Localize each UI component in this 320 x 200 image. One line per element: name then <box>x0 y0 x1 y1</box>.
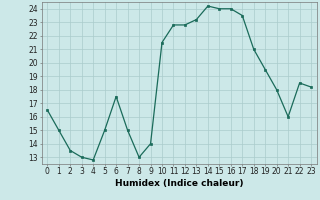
X-axis label: Humidex (Indice chaleur): Humidex (Indice chaleur) <box>115 179 244 188</box>
